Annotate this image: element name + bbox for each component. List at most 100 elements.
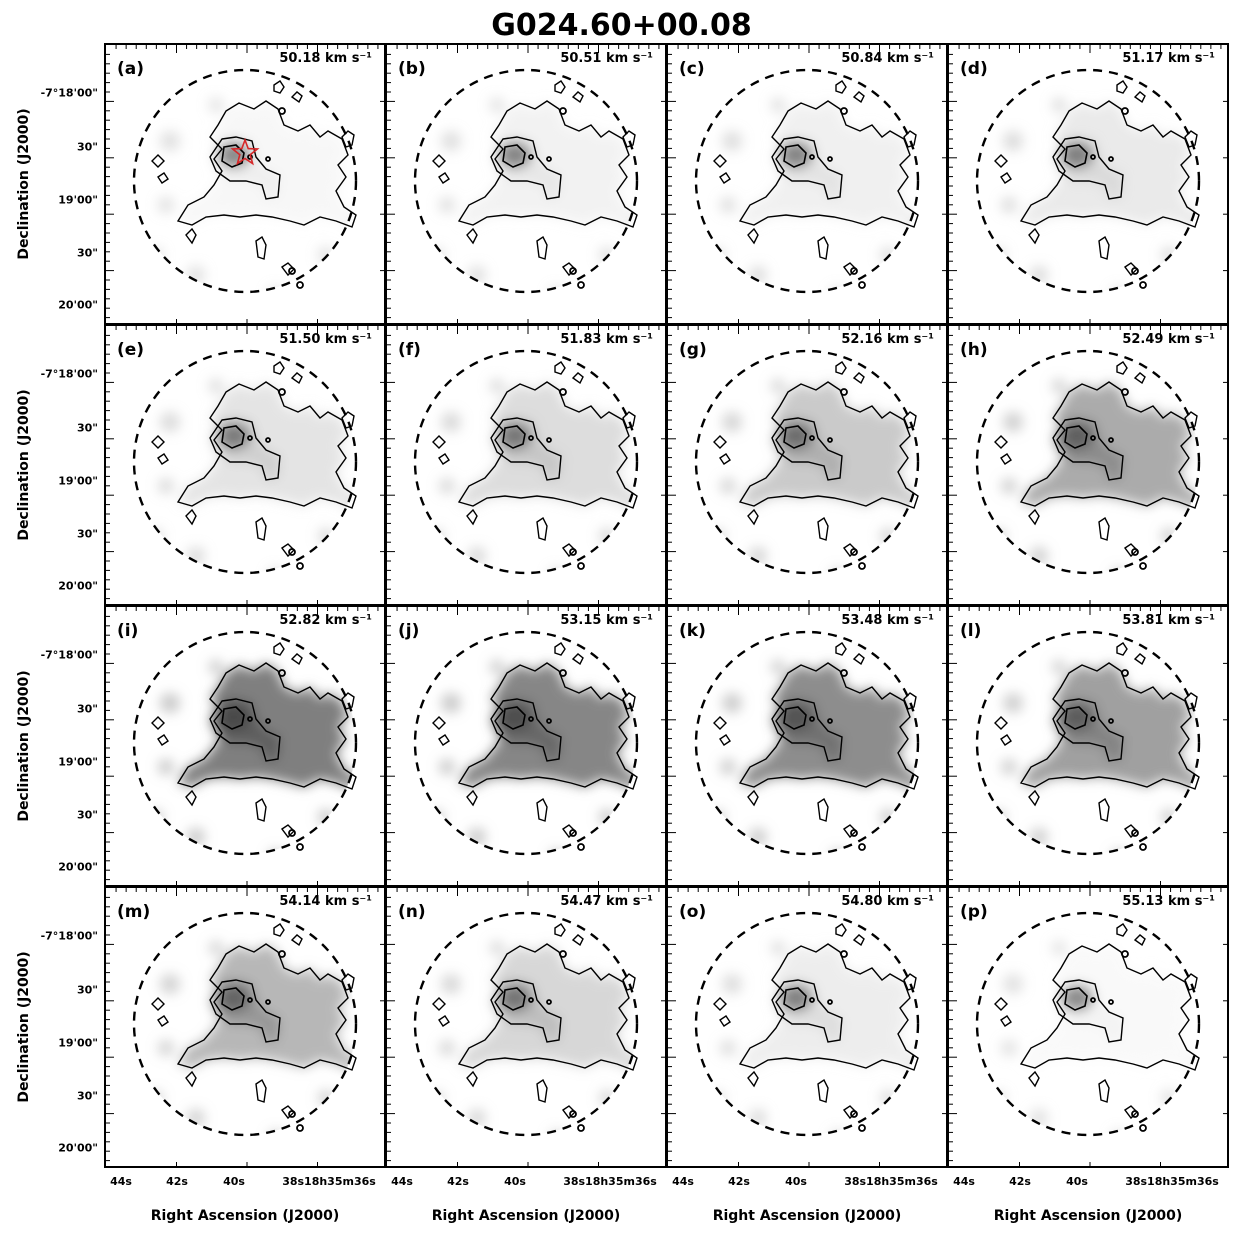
panel-label: (c)	[679, 59, 705, 79]
axis-ticks	[387, 607, 665, 885]
primary-beam-boundary	[132, 911, 358, 1137]
x-tick-label: 42s	[728, 1175, 750, 1188]
panel-label: (a)	[117, 59, 145, 79]
panel-label: (n)	[398, 902, 426, 922]
x-axis-label: Right Ascension (J2000)	[150, 1208, 340, 1224]
axis-ticks	[949, 888, 1227, 1166]
emission-map	[992, 351, 1199, 573]
panel-velocity: 51.83 km s⁻¹	[560, 332, 653, 347]
emission-map	[430, 351, 637, 573]
channel-map-image	[106, 607, 384, 885]
intensity-contours	[432, 923, 638, 1132]
x-axis-label: Right Ascension (J2000)	[993, 1208, 1183, 1224]
channel-panel: (n) 54.47 km s⁻¹	[385, 886, 667, 1168]
axis-ticks	[106, 45, 384, 323]
emission-map	[711, 351, 918, 573]
x-tick-label: 42s	[447, 1175, 469, 1188]
channel-map-image	[106, 326, 384, 604]
panel-label: (f)	[398, 340, 421, 360]
emission-map	[430, 632, 637, 854]
intensity-contours	[151, 923, 357, 1132]
panel-label: (i)	[117, 621, 139, 641]
emission-map	[711, 913, 918, 1135]
x-tick-label: 42s	[1009, 1175, 1031, 1188]
y-tick-label: 30"	[76, 140, 98, 154]
panel-label: (k)	[679, 621, 706, 641]
y-tick-label: 20'00"	[58, 579, 98, 593]
channel-panel: (g) 52.16 km s⁻¹	[666, 324, 948, 606]
intensity-contours	[994, 361, 1200, 570]
y-tick-label: -7°18'00"	[40, 367, 98, 381]
x-axis-label: Right Ascension (J2000)	[431, 1208, 621, 1224]
emission-map	[149, 70, 356, 292]
channel-panel: (j) 53.15 km s⁻¹	[385, 605, 667, 887]
panel-label: (j)	[398, 621, 420, 641]
emission-map	[430, 913, 637, 1135]
channel-panel: (b) 50.51 km s⁻¹	[385, 43, 667, 325]
channel-panel: (k) 53.48 km s⁻¹	[666, 605, 948, 887]
x-tick-label: 40s	[1066, 1175, 1088, 1188]
panel-label: (b)	[398, 59, 426, 79]
panel-velocity: 53.48 km s⁻¹	[841, 613, 934, 628]
axis-ticks	[668, 607, 946, 885]
primary-beam-boundary	[975, 911, 1201, 1137]
channel-map-image	[387, 607, 665, 885]
intensity-contours	[151, 642, 357, 851]
panel-velocity: 51.50 km s⁻¹	[279, 332, 372, 347]
panel-velocity: 51.17 km s⁻¹	[1122, 51, 1215, 66]
y-axis-label: Declination (J2000)	[16, 951, 32, 1103]
y-tick-label: 20'00"	[58, 298, 98, 312]
intensity-contours	[713, 361, 919, 570]
primary-beam-boundary	[413, 630, 639, 856]
primary-beam-boundary	[975, 630, 1201, 856]
intensity-contours	[432, 361, 638, 570]
axis-ticks	[387, 45, 665, 323]
axis-ticks	[949, 607, 1227, 885]
primary-beam-boundary	[975, 349, 1201, 575]
x-tick-label: 38s18h35m36s	[282, 1175, 376, 1188]
intensity-contours	[713, 80, 919, 289]
x-tick-label: 44s	[672, 1175, 694, 1188]
y-tick-label: 19'00"	[58, 755, 98, 769]
panel-velocity: 55.13 km s⁻¹	[1122, 894, 1215, 909]
primary-beam-boundary	[132, 349, 358, 575]
x-tick-label: 38s18h35m36s	[844, 1175, 938, 1188]
channel-map-image	[949, 45, 1227, 323]
y-axis-label: Declination (J2000)	[16, 108, 32, 260]
primary-beam-boundary	[413, 68, 639, 294]
emission-map	[992, 70, 1199, 292]
intensity-contours	[994, 642, 1200, 851]
y-tick-label: 20'00"	[58, 860, 98, 874]
panel-label: (m)	[117, 902, 151, 922]
channel-map-image	[668, 45, 946, 323]
x-tick-label: 38s18h35m36s	[563, 1175, 657, 1188]
channel-panel: (h) 52.49 km s⁻¹	[947, 324, 1229, 606]
y-tick-label: 30"	[76, 246, 98, 260]
y-tick-label: -7°18'00"	[40, 86, 98, 100]
x-tick-label: 42s	[166, 1175, 188, 1188]
channel-panel: (m) 54.14 km s⁻¹	[104, 886, 386, 1168]
y-tick-label: 30"	[76, 527, 98, 541]
y-tick-label: 30"	[76, 421, 98, 435]
intensity-contours	[994, 80, 1200, 289]
channel-panel: (a) 50.18 km s⁻¹	[104, 43, 386, 325]
axis-ticks	[106, 607, 384, 885]
primary-beam-boundary	[413, 349, 639, 575]
panel-label: (g)	[679, 340, 707, 360]
panel-velocity: 54.14 km s⁻¹	[279, 894, 372, 909]
x-tick-label: 40s	[785, 1175, 807, 1188]
channel-panel: (p) 55.13 km s⁻¹	[947, 886, 1229, 1168]
axis-ticks	[106, 888, 384, 1166]
axis-ticks	[106, 326, 384, 604]
channel-map-image	[668, 326, 946, 604]
x-tick-label: 44s	[391, 1175, 413, 1188]
panel-velocity: 50.18 km s⁻¹	[279, 51, 372, 66]
primary-beam-boundary	[132, 68, 358, 294]
panel-label: (e)	[117, 340, 145, 360]
panel-label: (p)	[960, 902, 988, 922]
intensity-contours	[713, 923, 919, 1132]
y-tick-label: 30"	[76, 983, 98, 997]
panel-velocity: 54.80 km s⁻¹	[841, 894, 934, 909]
primary-beam-boundary	[694, 911, 920, 1137]
intensity-contours	[994, 923, 1200, 1132]
